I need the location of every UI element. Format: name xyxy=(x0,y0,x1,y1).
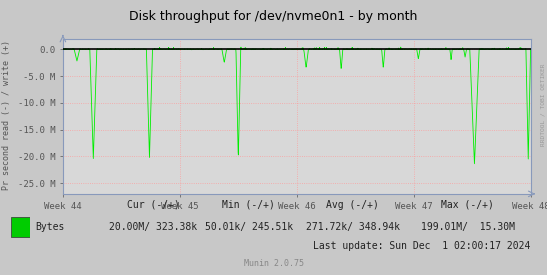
Text: 20.00M/ 323.38k: 20.00M/ 323.38k xyxy=(109,222,197,232)
Text: 271.72k/ 348.94k: 271.72k/ 348.94k xyxy=(306,222,400,232)
Text: Avg (-/+): Avg (-/+) xyxy=(327,200,379,210)
Text: Disk throughput for /dev/nvme0n1 - by month: Disk throughput for /dev/nvme0n1 - by mo… xyxy=(129,10,418,23)
Text: Last update: Sun Dec  1 02:00:17 2024: Last update: Sun Dec 1 02:00:17 2024 xyxy=(313,241,531,251)
Text: Cur (-/+): Cur (-/+) xyxy=(127,200,179,210)
Text: 199.01M/  15.30M: 199.01M/ 15.30M xyxy=(421,222,515,232)
Text: Pr second read (-) / write (+): Pr second read (-) / write (+) xyxy=(2,40,11,191)
Text: Max (-/+): Max (-/+) xyxy=(441,200,494,210)
Text: 50.01k/ 245.51k: 50.01k/ 245.51k xyxy=(205,222,293,232)
Text: RRDTOOL / TOBI OETIKER: RRDTOOL / TOBI OETIKER xyxy=(540,63,546,146)
Bar xyxy=(11,217,30,237)
Text: Munin 2.0.75: Munin 2.0.75 xyxy=(243,259,304,268)
Text: Bytes: Bytes xyxy=(36,222,65,232)
Text: Min (-/+): Min (-/+) xyxy=(223,200,275,210)
